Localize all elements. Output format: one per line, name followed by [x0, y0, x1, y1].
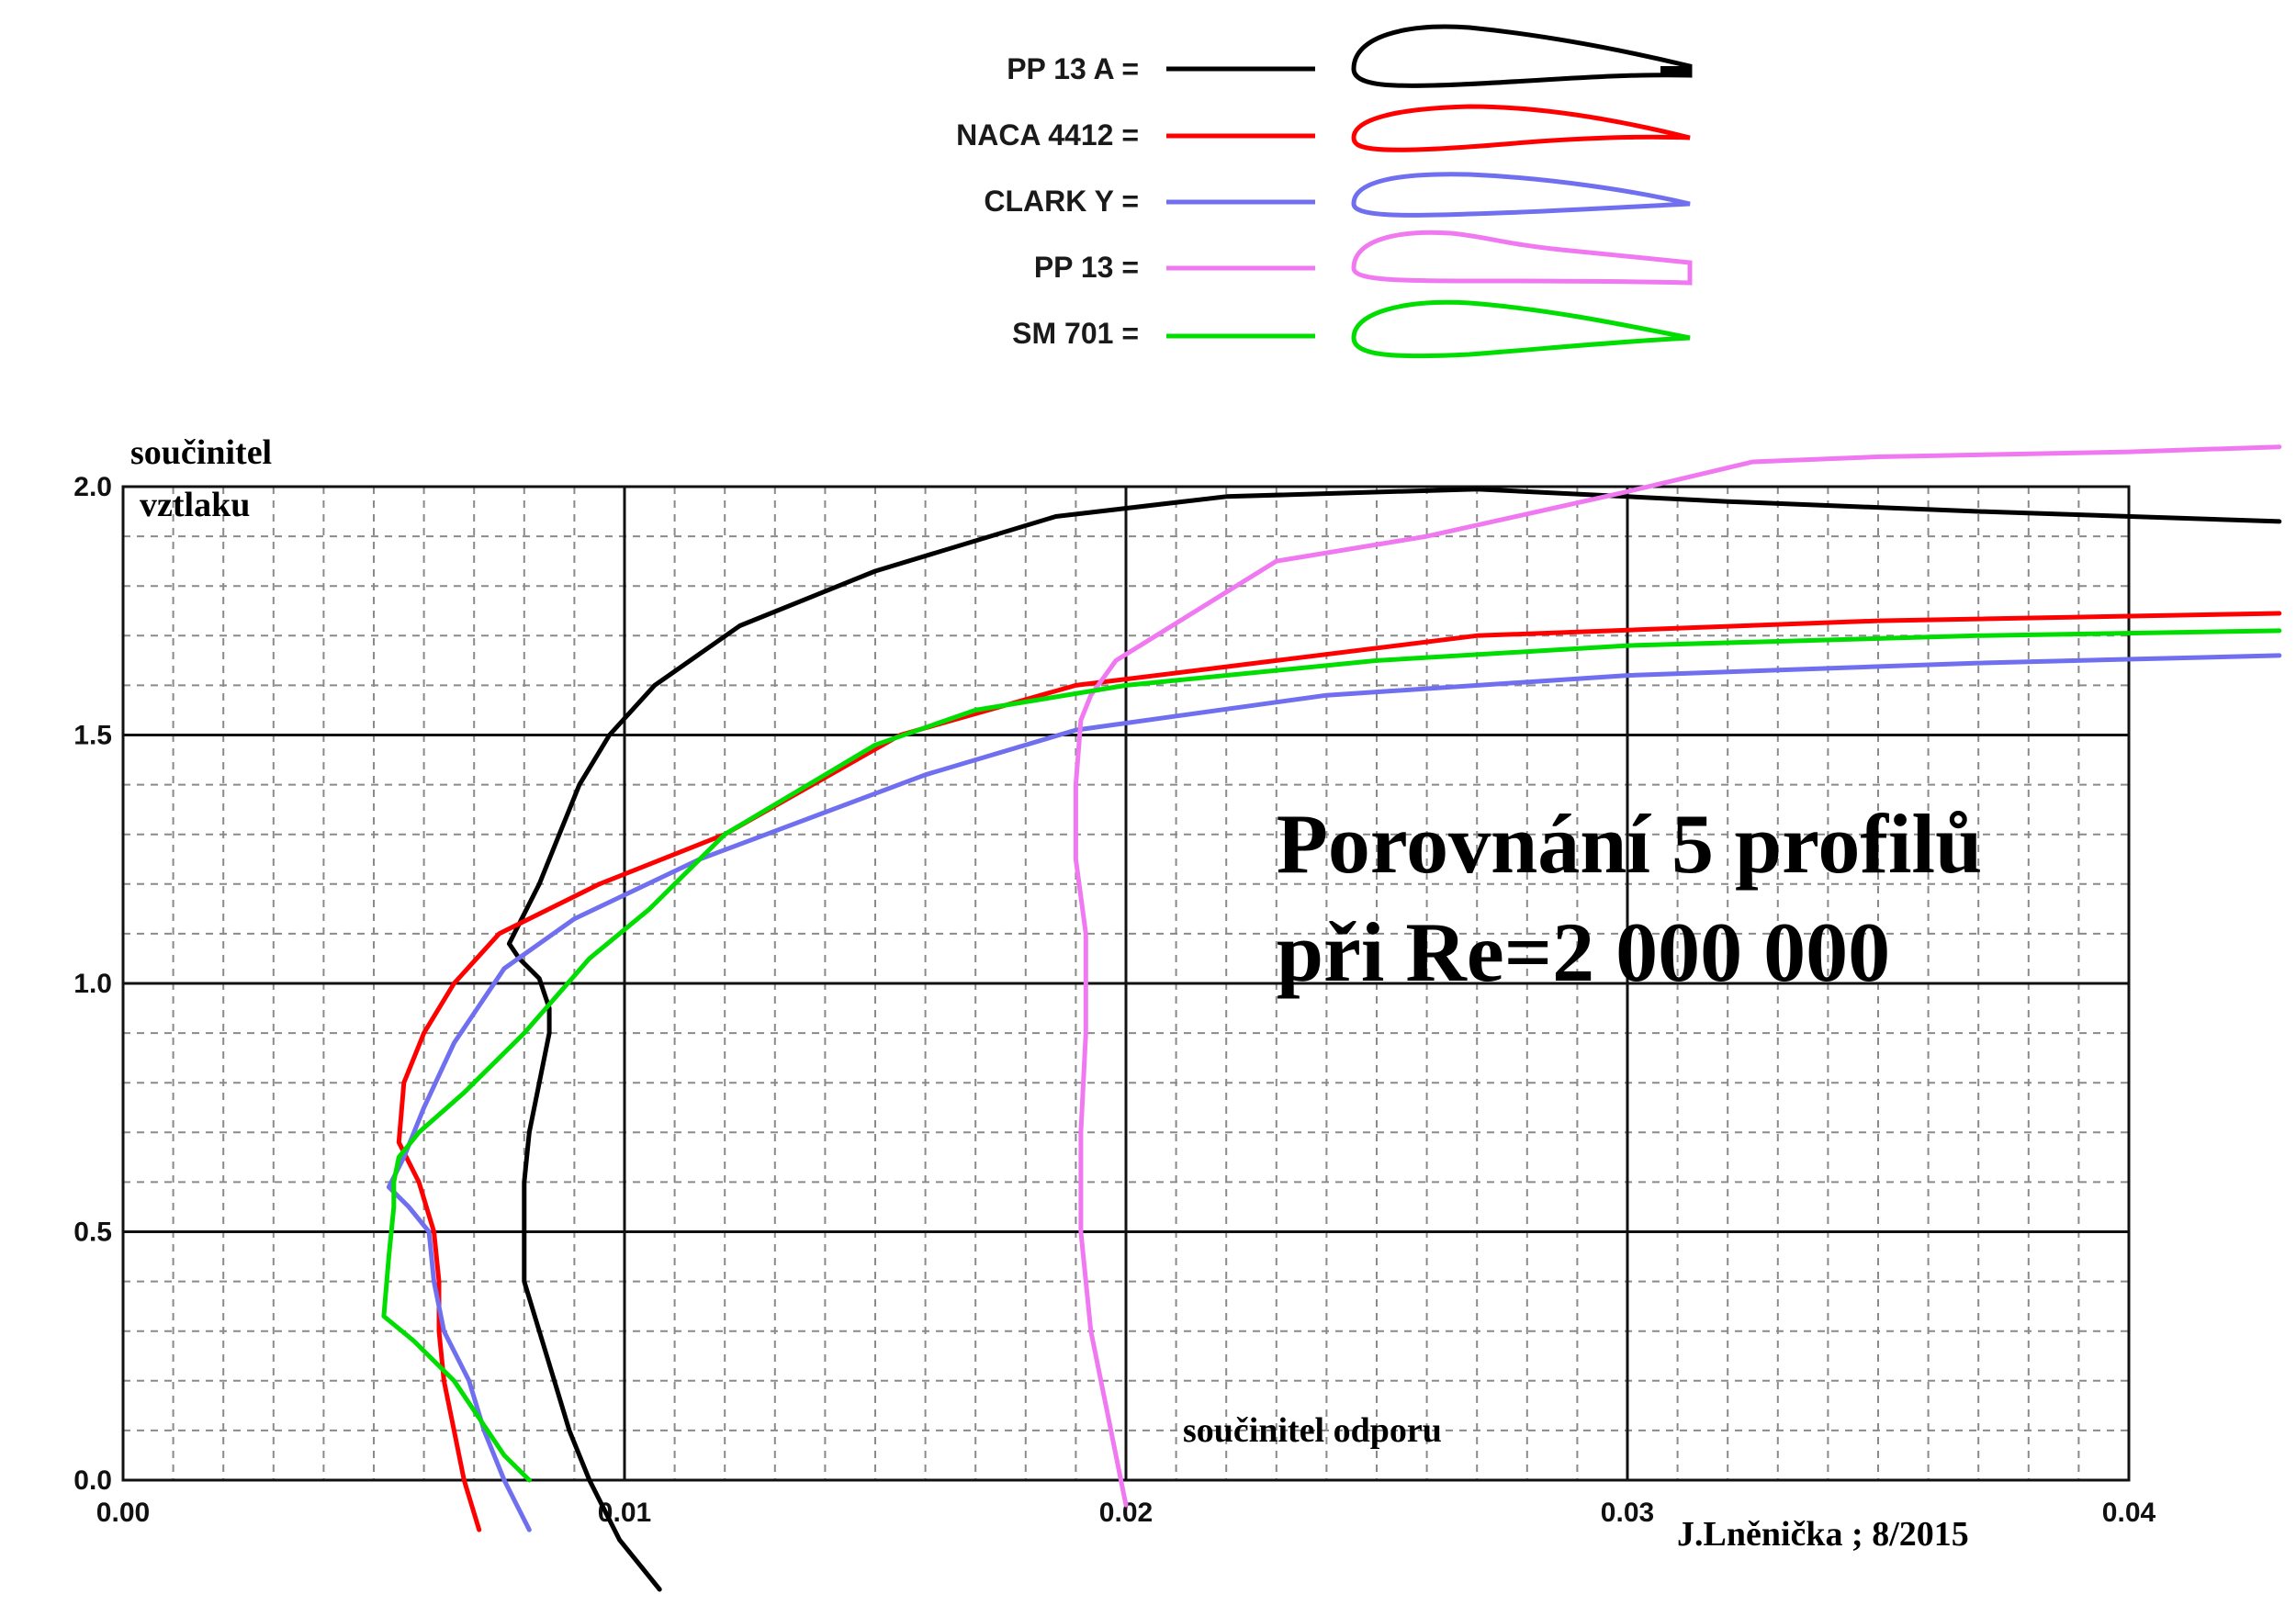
x-tick-label: 0.04	[2102, 1498, 2156, 1528]
chart-subtitle: při Re=2 000 000	[1277, 905, 1890, 999]
y-tick-label: 0.5	[73, 1218, 112, 1248]
legend-item-pp13a: PP 13 A =	[1007, 24, 1693, 88]
series-lines	[381, 444, 2282, 1592]
plot-area-border	[121, 485, 2131, 1482]
x-axis-title: součinitel odporu	[1183, 1411, 1442, 1450]
x-tick-label: 0.00	[96, 1498, 150, 1528]
legend-label-sm701: SM 701 =	[1012, 317, 1139, 350]
legend-label-pp13a: PP 13 A =	[1007, 52, 1139, 85]
legend-item-clarky: CLARK Y =	[984, 172, 1691, 218]
y-tick-label: 1.5	[73, 721, 112, 751]
y-axis-title-line1: součinitel	[130, 433, 272, 472]
grid	[123, 487, 2129, 1480]
airfoil-trailing-edge-pp13a	[1660, 66, 1692, 77]
airfoil-icon-sm701	[1351, 299, 1691, 359]
legend-label-clarky: CLARK Y =	[984, 185, 1139, 218]
airfoil-icon-naca4412	[1351, 104, 1691, 152]
x-tick-label: 0.03	[1601, 1498, 1654, 1528]
legend-item-pp13: PP 13 =	[1034, 230, 1693, 286]
airfoil-icon-pp13	[1351, 230, 1693, 286]
legend-item-naca4412: NACA 4412 =	[956, 104, 1691, 152]
airfoil-icon-clarky	[1351, 172, 1691, 218]
chart-title: Porovnání 5 profilů	[1277, 797, 1983, 891]
author-credit: J.Lněnička ; 8/2015	[1677, 1515, 1969, 1554]
legend-label-pp13: PP 13 =	[1034, 251, 1139, 284]
y-tick-label: 2.0	[73, 472, 112, 502]
series-line-pp13	[1073, 444, 2282, 1508]
series-line-clarky	[386, 653, 2282, 1532]
y-tick-label: 1.0	[73, 969, 112, 999]
legend-label-naca4412: NACA 4412 =	[956, 118, 1139, 152]
y-axis-title-line2: vztlaku	[140, 486, 250, 524]
tick-labels: 0.00 0.01 0.02 0.03 0.040.00.51.01.52.0	[73, 472, 2155, 1528]
series-line-naca4412	[396, 611, 2282, 1532]
y-tick-label: 0.0	[73, 1465, 112, 1496]
legend: PP 13 A = NACA 4412 = CLARK Y = PP 13 = …	[956, 24, 1693, 359]
legend-item-sm701: SM 701 =	[1012, 299, 1691, 359]
series-line-pp13a	[506, 487, 2282, 1592]
airfoil-icon-pp13a	[1351, 24, 1693, 88]
series-line-sm701	[381, 628, 2282, 1483]
